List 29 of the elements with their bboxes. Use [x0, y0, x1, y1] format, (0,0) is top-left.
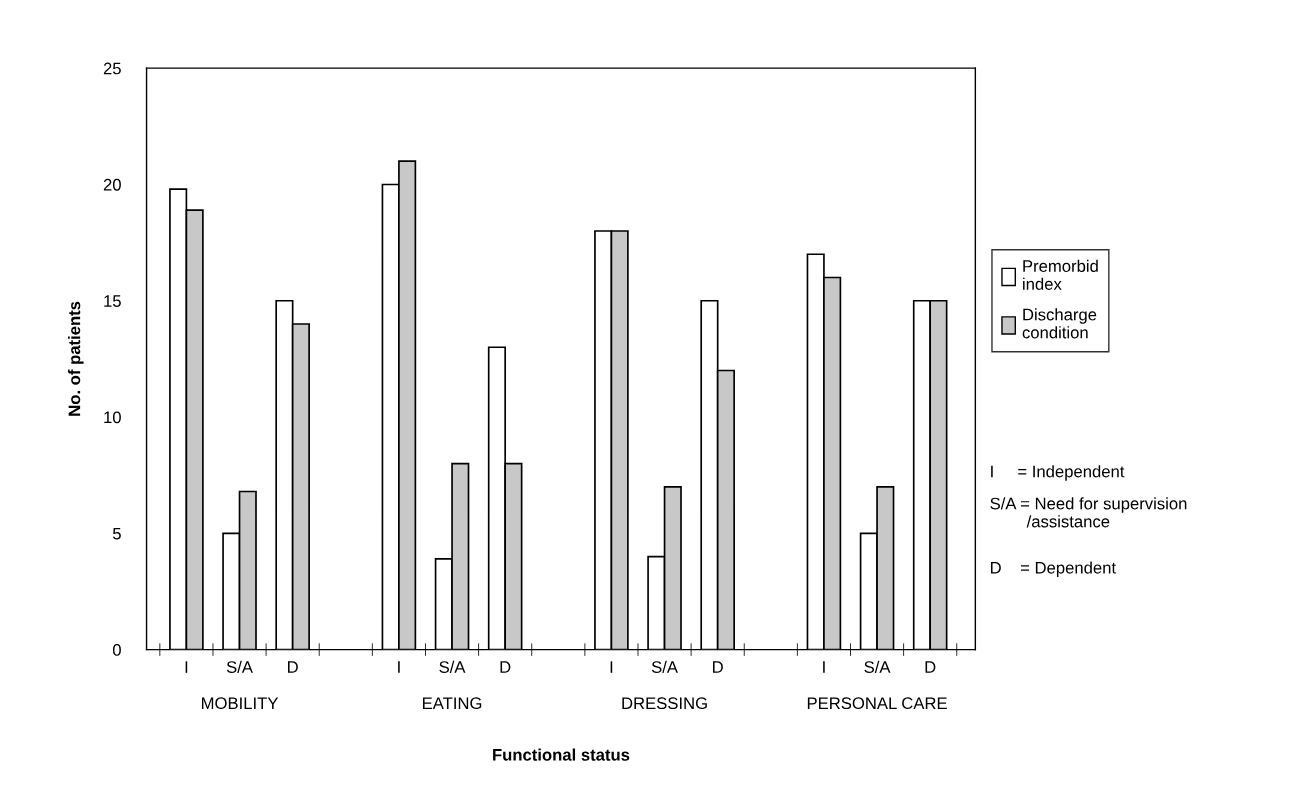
text: I = Independent	[991, 465, 1125, 481]
legend-label: Discharge condition	[1022, 308, 1097, 339]
y-tick-label: 25	[103, 62, 121, 75]
text: S/A = Need for supervision /assistance	[990, 497, 1187, 528]
y-tick-label: 10	[104, 411, 121, 424]
x-tick-label: S/A	[864, 660, 891, 673]
y-tick-label: 20	[103, 178, 121, 191]
x-axis-title: Functional status	[493, 748, 630, 761]
x-tick-label: D	[713, 661, 723, 673]
y-tick-label: 15	[104, 295, 121, 307]
x-tick-label: D	[925, 661, 936, 673]
text: DRESSING	[622, 697, 707, 710]
text: EATING	[423, 697, 482, 710]
x-tick-label: S/A	[439, 660, 466, 673]
y-axis-title: No. of patients	[68, 301, 84, 416]
x-tick-label: D	[500, 661, 511, 673]
legend-label: Premorbid index	[1023, 259, 1098, 290]
y-tick-label: 5	[112, 527, 121, 540]
x-tick-label: S/A	[226, 660, 253, 673]
x-tick-label: S/A	[651, 660, 678, 673]
y-tick-label: 0	[112, 644, 121, 656]
x-tick-label: I	[398, 661, 400, 673]
text: MOBILITY	[202, 697, 279, 710]
x-tick-label: I	[610, 661, 613, 673]
text: D = Dependent	[990, 561, 1116, 577]
x-tick-label: D	[288, 661, 298, 673]
text: PERSONAL CARE	[807, 697, 947, 710]
x-tick-label: I	[185, 661, 188, 673]
x-tick-label: I	[823, 661, 825, 673]
